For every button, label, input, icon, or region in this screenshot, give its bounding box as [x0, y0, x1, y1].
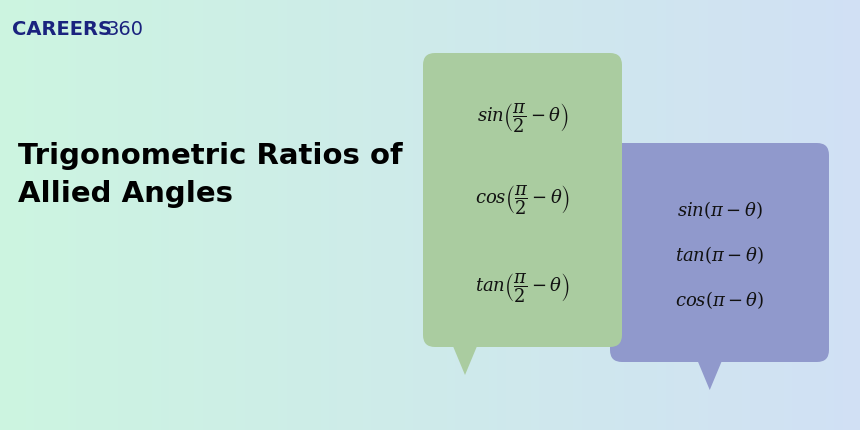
Text: CAREERS: CAREERS — [12, 20, 112, 39]
Text: $tan \left(\dfrac{\pi}{2} - \theta\right)$: $tan \left(\dfrac{\pi}{2} - \theta\right… — [475, 271, 570, 305]
FancyBboxPatch shape — [423, 53, 622, 347]
Text: Trigonometric Ratios of
Allied Angles: Trigonometric Ratios of Allied Angles — [18, 141, 402, 209]
Polygon shape — [692, 348, 728, 390]
Text: $cos \left(\pi - \theta\right)$: $cos \left(\pi - \theta\right)$ — [675, 289, 765, 311]
Bar — [447, 321, 598, 335]
Text: $sin \left(\pi - \theta\right)$: $sin \left(\pi - \theta\right)$ — [677, 199, 763, 221]
FancyBboxPatch shape — [610, 143, 829, 362]
Text: 360: 360 — [107, 20, 144, 39]
Text: $sin \left(\dfrac{\pi}{2} - \theta\right)$: $sin \left(\dfrac{\pi}{2} - \theta\right… — [476, 101, 568, 135]
Bar — [634, 336, 805, 350]
Polygon shape — [447, 333, 482, 375]
Text: $tan \left(\pi - \theta\right)$: $tan \left(\pi - \theta\right)$ — [675, 244, 764, 266]
Text: $cos \left(\dfrac{\pi}{2} - \theta\right)$: $cos \left(\dfrac{\pi}{2} - \theta\right… — [475, 183, 570, 217]
